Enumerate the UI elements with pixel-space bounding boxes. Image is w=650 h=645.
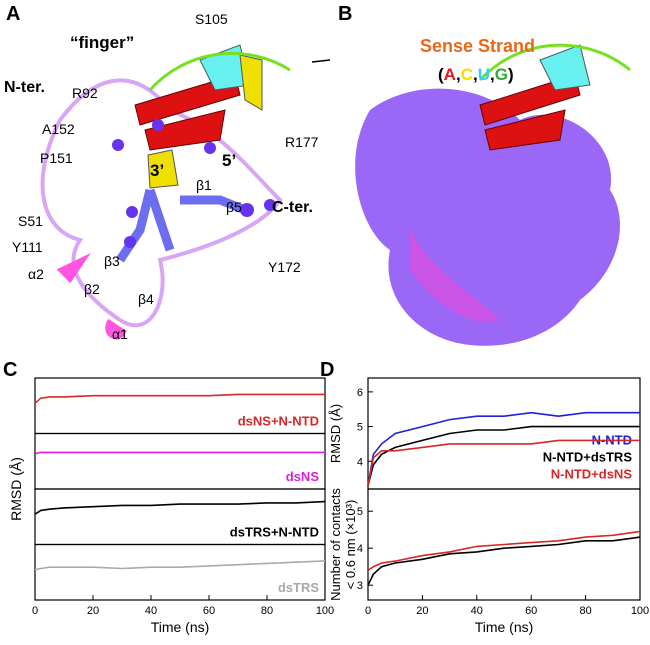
separator: , [456,65,461,84]
annotation: Y172 [268,259,301,275]
y-axis-label: < 0.6 nm (×10³) [343,500,358,590]
panel-label: B [338,3,352,25]
series-line [34,500,326,515]
series-line [34,451,325,455]
x-axis-label: Time (ns) [151,619,210,635]
annotation: 5’ [222,151,236,170]
y-tick-label: 3 [357,580,363,592]
annotation: S105 [195,11,228,27]
y-tick-label: 4 [357,456,363,468]
annotation: S51 [18,213,43,229]
separator: , [473,65,478,84]
x-tick-label: 0 [32,605,38,617]
panel-label: D [320,359,334,381]
letter: C [461,65,473,84]
x-axis-label: Time (ns) [475,619,534,635]
annotation: β4 [138,291,154,307]
legend-label: dsNS+N-NTD [238,414,319,429]
x-tick-label: 60 [203,605,215,617]
y-tick-label: 5 [357,506,363,518]
series-line [34,393,325,404]
annotation: β5 [226,199,242,215]
annotation: N-ter. [4,79,45,96]
annotation: β2 [84,281,100,297]
paren: ) [508,65,514,84]
legend-label: N-NTD+dsTRS [543,450,633,465]
annotation: R177 [285,134,319,150]
letter: U [478,65,490,84]
series-line [367,411,640,486]
sense-strand-title: Sense Strand [420,36,535,56]
series-line [367,439,640,486]
panel-b-labels: B Sense Strand (A,C,U,G) [338,3,535,84]
series-line [367,425,640,486]
x-tick-label: 80 [261,605,273,617]
panel-label: A [6,3,20,25]
panel-a-labels: A “finger” S105 N-ter. R92 A152 P151 3’ … [4,3,319,342]
y-axis-label: RMSD (Å) [8,457,24,521]
annotation: β3 [104,253,120,269]
annotation: 3’ [150,161,164,180]
panel-a-structure [40,44,291,340]
x-tick-label: 100 [631,605,649,617]
annotation: A152 [42,121,75,137]
x-tick-label: 0 [365,605,371,617]
annotation: C-ter. [272,199,313,216]
x-tick-label: 40 [145,605,157,617]
subplot-frame [34,543,326,601]
panel-label: C [3,359,17,381]
y-tick-label: 4 [357,543,363,555]
annotation: P151 [40,150,73,166]
annotation: Y111 [12,239,43,255]
x-tick-label: 80 [579,605,591,617]
annotation: R92 [72,85,98,101]
letter: G [495,65,508,84]
letter: A [444,65,456,84]
subplot-frame [34,432,326,490]
x-tick-label: 40 [471,605,483,617]
y-tick-label: 5 [357,422,363,434]
subplot-frame [367,488,641,601]
legend-label: dsTRS [278,580,320,595]
sense-letters: (A,C,U,G) [438,65,514,84]
separator: , [490,65,495,84]
annotation: α1 [112,326,128,342]
annotation: β1 [196,177,212,193]
y-axis-label: Number of contacts [328,488,343,601]
legend-label: dsNS [286,469,320,484]
panel-b-structure [311,43,631,346]
x-tick-label: 20 [87,605,99,617]
paren: ( [438,65,444,84]
legend-label: N-NTD+dsNS [551,467,633,482]
x-tick-label: 100 [316,605,334,617]
x-tick-label: 60 [525,605,537,617]
x-tick-label: 20 [416,605,428,617]
annotation: α2 [28,266,44,282]
y-tick-label: 6 [357,387,363,399]
annotation: “finger” [70,33,134,52]
series-line [367,530,641,572]
y-axis-label: RMSD (Å) [328,404,343,463]
series-line [34,560,326,571]
legend-label: dsTRS+N-NTD [230,525,319,540]
series-line [367,536,641,586]
